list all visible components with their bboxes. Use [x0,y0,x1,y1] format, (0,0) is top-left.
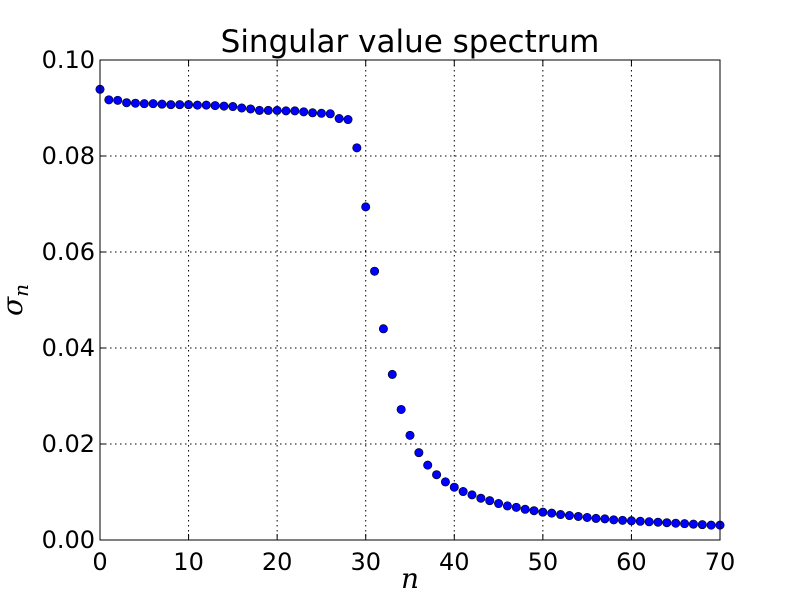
plot-frame [99,59,721,541]
data-point [281,106,291,116]
data-point [325,109,335,119]
data-point [396,404,406,414]
data-point [290,106,300,116]
data-point [139,99,149,109]
data-point [201,100,211,110]
data-point [343,115,353,125]
data-point [476,493,486,503]
data-point [618,515,628,525]
data-point [706,520,716,530]
data-point [423,460,433,470]
data-point [582,512,592,522]
x-tick-label: 40 [439,548,470,576]
data-point [626,516,636,526]
y-tick-label: 0.08 [42,142,95,170]
data-point [246,104,256,114]
y-tick-label: 0.02 [42,430,95,458]
y-tick-label: 0.06 [42,238,95,266]
x-tick-label: 50 [528,548,559,576]
data-point [113,95,123,105]
y-axis-label-subscript: n [9,284,33,297]
data-point [387,369,397,379]
grid-lines [100,60,720,540]
y-tick-label: 0.10 [42,46,95,74]
data-point [458,487,468,497]
data-point [414,448,424,458]
data-point [494,499,504,509]
y-tick-label: 0.04 [42,334,95,362]
data-point [378,324,388,334]
data-point [237,103,247,113]
data-point [263,105,273,115]
data-point [104,95,114,105]
data-point [210,101,220,111]
data-point [653,517,663,527]
x-axis-label: n [401,562,419,595]
data-point [538,507,548,517]
x-tick-label: 60 [616,548,647,576]
data-point [361,202,371,212]
data-point [228,102,238,112]
data-point [219,101,229,111]
data-point [662,518,672,528]
data-point [316,108,326,118]
data-point [680,519,690,529]
data-point [529,506,539,516]
data-point [272,105,282,115]
data-point [556,510,566,520]
x-tick-label: 30 [350,548,381,576]
data-point [564,511,574,521]
data-point [432,470,442,480]
data-point [609,515,619,525]
data-point [299,107,309,117]
data-point [573,511,583,521]
data-point [511,502,521,512]
data-point [449,482,459,492]
data-point [671,518,681,528]
tick-labels: 0 10 20 30 40 50 60 70 0.00 0.02 0.04 0.06 0.08 0.10 [42,46,736,576]
x-tick-label: 70 [705,548,736,576]
data-point [440,477,450,487]
data-point [697,520,707,530]
data-point [600,514,610,524]
data-point [502,501,512,511]
data-point [591,513,601,523]
data-point [635,516,645,526]
data-point [467,490,477,500]
data-point [175,100,185,110]
data-point [688,519,698,529]
data-point [148,99,158,109]
data-point [130,98,140,108]
data-point [405,430,415,440]
data-point [308,108,318,118]
data-point [485,496,495,506]
data-point [184,100,194,110]
y-axis-label-symbol: σ [0,296,29,316]
data-point [122,98,132,108]
data-point [334,114,344,124]
data-point [192,100,202,110]
x-tick-label: 10 [173,548,204,576]
y-tick-label: 0.00 [42,526,95,554]
plot-area [100,60,720,540]
data-point [254,105,264,115]
data-point [157,99,167,109]
data-point [166,100,176,110]
data-point [520,504,530,514]
data-points [95,84,725,530]
data-point [370,266,380,276]
x-tick-label: 0 [92,548,107,576]
chart-title: Singular value spectrum [221,24,600,60]
y-axis-label: σn [0,284,33,316]
data-point [352,143,362,153]
data-point [547,508,557,518]
data-point [644,517,654,527]
x-tick-label: 20 [262,548,293,576]
